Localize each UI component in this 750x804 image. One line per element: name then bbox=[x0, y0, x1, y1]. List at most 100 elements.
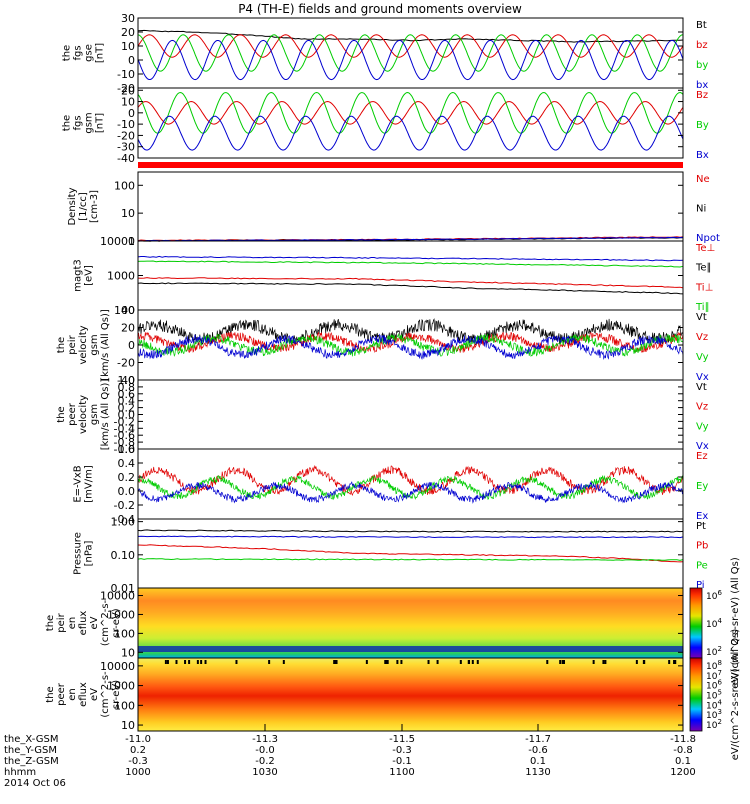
legend-entry: Vt bbox=[696, 382, 707, 393]
legend-entry: Vx bbox=[696, 372, 709, 383]
ytick-label: -30 bbox=[117, 141, 135, 154]
ytick-label: 0 bbox=[128, 54, 135, 67]
colorbar-tick-exponent: 5 bbox=[717, 689, 721, 697]
spectrogram-dropout bbox=[282, 660, 285, 664]
legend-entry: Ez bbox=[696, 451, 708, 462]
legend-entry: by bbox=[696, 60, 708, 71]
ytick-label: 1 bbox=[128, 235, 135, 248]
panel-frame bbox=[137, 17, 684, 89]
xaxis-value: -0.6 bbox=[528, 745, 548, 756]
spectrogram-dropout bbox=[335, 660, 338, 664]
xaxis-date: 2014 Oct 06 bbox=[4, 778, 66, 789]
spectrogram-dropout bbox=[196, 660, 199, 664]
panel-pressure: Pt Pb Pe Pi 1.00 0.10 0.01 Pressure [nPa] bbox=[73, 516, 709, 595]
series-line-Ey bbox=[138, 474, 684, 501]
ytick-label: 1.00 bbox=[111, 516, 136, 529]
ylabel-line: velocity bbox=[78, 395, 89, 434]
series-line-Bz bbox=[137, 100, 684, 125]
ytick-label: 1000 bbox=[107, 270, 135, 283]
series-line-Vx bbox=[137, 333, 684, 361]
series-line-By bbox=[137, 91, 684, 134]
ylabel-line: en bbox=[67, 688, 78, 701]
ytick-label: 0.4 bbox=[118, 395, 136, 408]
xaxis-value: -11.8 bbox=[670, 734, 696, 745]
spectrogram-dropout bbox=[471, 660, 474, 664]
ylabel-line: gse bbox=[84, 44, 95, 62]
ylabel-line: sr-eV) bbox=[111, 608, 122, 637]
ytick-label: 10 bbox=[121, 40, 135, 53]
xaxis-value: -0.0 bbox=[255, 745, 275, 756]
xaxis-value: -0.1 bbox=[392, 756, 412, 767]
panel-frame bbox=[137, 87, 684, 159]
spectrogram-dropout bbox=[635, 660, 638, 664]
spectrogram-image bbox=[138, 658, 683, 731]
series-line-Bt bbox=[137, 29, 684, 43]
ytick-label: 0.6 bbox=[118, 388, 136, 401]
status-bar bbox=[138, 162, 683, 168]
ylabel-line: peer bbox=[67, 402, 78, 426]
ytick-label: 10 bbox=[121, 207, 135, 220]
panel-temperature: Te⊥ Te∥ Ti⊥ Ti∥ 10000 1000 100 magt3 [eV] bbox=[73, 235, 716, 317]
xaxis-value: 1100 bbox=[389, 767, 414, 778]
legend-entry: Ey bbox=[696, 481, 708, 492]
ytick-label: 10 bbox=[121, 96, 135, 109]
xaxis-value: -0.2 bbox=[255, 756, 275, 767]
colorbar-label: eV/(cm^2-s-sr-eV) (All Qs) bbox=[730, 629, 741, 761]
series-line-Vt bbox=[137, 318, 684, 346]
ytick-label: 1.0 bbox=[118, 374, 136, 387]
ytick-label: -0.4 bbox=[114, 513, 135, 526]
ylabel-line: the bbox=[56, 337, 67, 353]
spectrogram-dropout bbox=[592, 660, 595, 664]
ylabel-line: en bbox=[67, 617, 78, 630]
ylabel-line: (cm^2-s- bbox=[100, 599, 111, 646]
series-line-Ez bbox=[137, 464, 684, 497]
ylabel-line: [nPa] bbox=[84, 540, 95, 566]
colorbar-label: eV/(cm^2-s-sr-eV) (All Qs) bbox=[730, 557, 741, 689]
spectrogram-dropout bbox=[164, 660, 167, 664]
legend-entry: Ti⊥ bbox=[695, 282, 713, 293]
colorbar-tick-exponent: 4 bbox=[717, 698, 722, 706]
legend-entry: Vx bbox=[696, 441, 709, 452]
panel-density: Ne Ni Npot 100 10 1 Density [1/cc] [cm-3] bbox=[67, 171, 720, 248]
spectrogram-dropout bbox=[436, 660, 439, 664]
xaxis-value: -11.5 bbox=[389, 734, 415, 745]
legend-entry: Bz bbox=[696, 90, 708, 101]
ylabel-line: eV bbox=[89, 616, 100, 629]
spectrogram-dropout bbox=[546, 660, 549, 664]
ytick-label: -10 bbox=[117, 68, 135, 81]
xaxis-value: -0.8 bbox=[673, 745, 693, 756]
panel-efield: Ez Ey Ex 0.60.40.20.0-0.2-0.4 E=-VxB [mV/m] bbox=[73, 443, 709, 526]
legend-entry: Bt bbox=[696, 20, 707, 31]
xaxis-value: -11.7 bbox=[525, 734, 551, 745]
chart-title: P4 (TH-E) fields and ground moments over… bbox=[238, 2, 522, 16]
colorbar-tick-exponent: 3 bbox=[717, 708, 721, 716]
xaxis-value: -0.3 bbox=[128, 756, 148, 767]
ylabel-line: gsm bbox=[89, 334, 100, 355]
colorbar-tick-exponent: 6 bbox=[717, 679, 722, 687]
ytick-label: 10000 bbox=[100, 590, 135, 603]
legend-entry: Te∥ bbox=[695, 263, 712, 274]
series-line-Te⊥ bbox=[137, 277, 684, 289]
ytick-label: 1000 bbox=[107, 680, 135, 693]
spectrogram-dropout bbox=[175, 660, 178, 664]
ytick-label: 10 bbox=[121, 646, 135, 659]
legend-entry: Ti∥ bbox=[695, 302, 710, 313]
legend-entry: Npot bbox=[696, 233, 720, 244]
legend-entry: Pb bbox=[696, 541, 708, 552]
spectrogram-dropout bbox=[559, 660, 562, 664]
series-line-Ti⊥ bbox=[137, 255, 684, 262]
legend-entry: Vz bbox=[696, 402, 708, 413]
ylabel-line: gsm bbox=[84, 112, 95, 133]
colorbar bbox=[689, 587, 703, 659]
legend-entry: Te⊥ bbox=[695, 243, 715, 254]
ylabel-line: Pressure bbox=[73, 532, 84, 575]
xaxis-value: 0.1 bbox=[530, 756, 546, 767]
panel-peer_velocity: VtVzVyVx1.00.80.60.40.20.0-0.2-0.4-0.6-0… bbox=[56, 374, 709, 456]
legend-entry: Vz bbox=[696, 332, 708, 343]
ytick-label: 40 bbox=[121, 304, 135, 317]
spectrogram-dropout bbox=[561, 660, 564, 664]
spectrogram-dropout bbox=[268, 660, 271, 664]
ylabel-line: [km/s (All Qs)] bbox=[100, 309, 111, 381]
ytick-label: -0.2 bbox=[114, 415, 135, 428]
